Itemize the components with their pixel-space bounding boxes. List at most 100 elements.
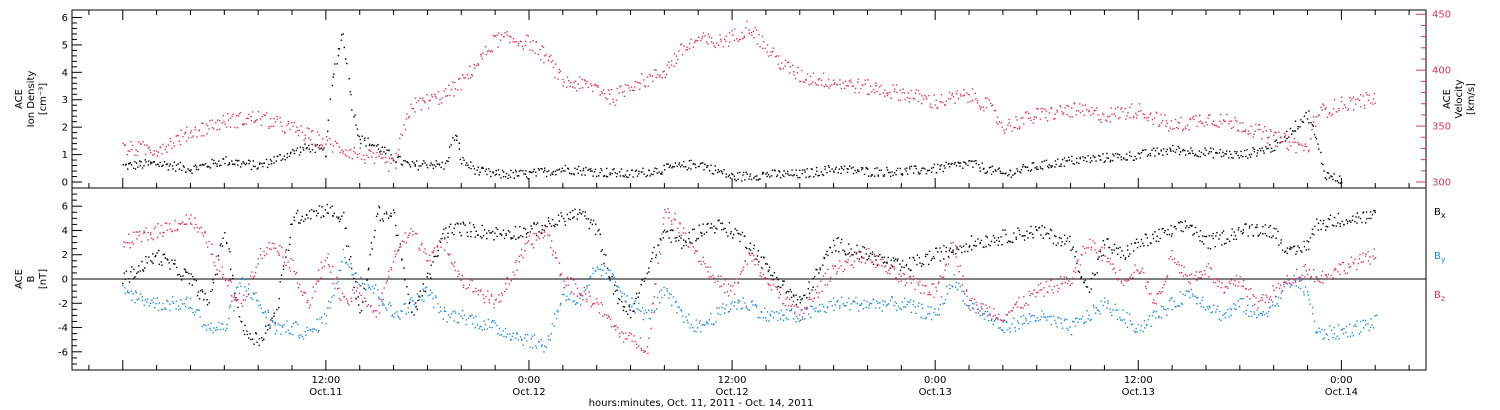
bz-series-point — [506, 276, 508, 279]
bz-series-point — [912, 275, 915, 277]
bx-series-point — [648, 271, 650, 273]
bz-series-point — [678, 232, 680, 234]
bx-series-point — [279, 281, 281, 283]
bz-series-point — [704, 263, 706, 265]
by-series-point — [946, 293, 949, 295]
velocity-series-point — [1270, 130, 1272, 133]
velocity-series-point — [1147, 119, 1149, 122]
bx-series-point — [729, 233, 732, 235]
by-series-point — [444, 310, 447, 312]
velocity-series-point — [894, 88, 896, 90]
by-series-point — [952, 286, 954, 288]
by-series-point — [393, 316, 395, 318]
bx-series-point — [443, 228, 445, 230]
bx-series-point — [947, 255, 950, 258]
bz-series-point — [640, 347, 642, 350]
by-series-point — [981, 314, 984, 316]
bz-series-point — [840, 265, 842, 267]
by-series-point — [997, 318, 999, 321]
ion-density-series-point — [302, 149, 305, 151]
velocity-series-point — [707, 33, 710, 36]
bx-series-point — [896, 260, 899, 262]
by-series-point — [404, 303, 407, 305]
velocity-series-point — [582, 87, 584, 89]
bz-series-point — [282, 256, 284, 258]
by-series-point — [479, 326, 481, 328]
by-series-point — [737, 299, 739, 301]
bx-series-point — [518, 236, 520, 238]
bx-series-point — [1129, 253, 1131, 255]
bz-series-point — [630, 333, 633, 335]
by-series-point — [563, 293, 565, 296]
bx-series-point — [964, 250, 966, 253]
ion-density-series-point — [309, 151, 312, 153]
bx-series-point — [845, 254, 847, 256]
bz-series-point — [988, 306, 991, 308]
by-series-point — [453, 320, 455, 322]
velocity-series-point — [995, 121, 998, 124]
velocity-series-point — [574, 87, 576, 89]
bx-series-point — [1238, 227, 1240, 229]
ion-density-series-point — [443, 168, 445, 170]
velocity-series-point — [1045, 110, 1048, 112]
ion-density-series-point — [582, 169, 585, 172]
bx-series-point — [919, 262, 921, 264]
bx-series-point — [1371, 213, 1374, 216]
by-series-point — [912, 304, 914, 306]
by-series-point — [1148, 315, 1151, 317]
ion-density-series-point — [468, 167, 470, 169]
bx-series-point — [427, 272, 429, 274]
bx-series-point — [1337, 212, 1340, 215]
ion-density-series-point — [593, 171, 596, 173]
velocity-series-point — [1071, 116, 1073, 118]
bz-series-point — [378, 304, 380, 307]
bz-series-point — [273, 242, 275, 245]
by-series-point — [742, 297, 744, 299]
bz-series-point — [284, 251, 287, 253]
by-series-point — [134, 301, 136, 304]
bz-series-point — [268, 242, 270, 244]
ion-density-series-point — [149, 163, 152, 165]
bx-series-point — [800, 299, 802, 301]
by-series-point — [855, 296, 857, 299]
bz-series-point — [483, 297, 485, 300]
bz-series-point — [425, 252, 427, 255]
velocity-series-point — [858, 91, 860, 94]
velocity-series-point — [420, 109, 423, 111]
ion-density-series-point — [1331, 175, 1333, 178]
velocity-series-point — [338, 146, 340, 148]
bz-series-point — [268, 248, 271, 250]
by-series-point — [977, 308, 979, 310]
bz-series-point — [264, 254, 266, 257]
by-series-point — [1007, 329, 1009, 331]
by-series-point — [511, 335, 514, 338]
bz-series-point — [1010, 310, 1012, 312]
bz-series-point — [191, 223, 193, 226]
bx-series-point — [844, 253, 847, 255]
bx-series-point — [517, 237, 519, 239]
bx-series-point — [1199, 240, 1201, 242]
by-series-point — [492, 320, 494, 322]
velocity-series-point — [595, 85, 597, 87]
velocity-series-point — [1304, 143, 1307, 145]
ion-density-series-point — [216, 163, 218, 165]
bx-series-point — [698, 224, 700, 227]
bx-series-point — [377, 213, 379, 215]
bx-series-point — [678, 235, 681, 237]
ion-density-series-point — [245, 162, 248, 165]
bz-series-point — [981, 308, 983, 310]
by-series-point — [405, 313, 407, 315]
bz-series-point — [636, 347, 638, 349]
velocity-series-point — [809, 75, 812, 78]
ion-density-series-point — [1339, 175, 1341, 177]
ion-density-series-point — [711, 172, 714, 175]
velocity-series-point — [736, 38, 738, 40]
by-series-point — [1178, 305, 1181, 307]
by-series-point — [452, 311, 454, 313]
velocity-series-point — [1169, 127, 1171, 129]
velocity-series-point — [680, 44, 682, 46]
bz-series-point — [673, 218, 675, 220]
bx-series-point — [1362, 211, 1365, 213]
ion-density-series-point — [455, 134, 457, 137]
